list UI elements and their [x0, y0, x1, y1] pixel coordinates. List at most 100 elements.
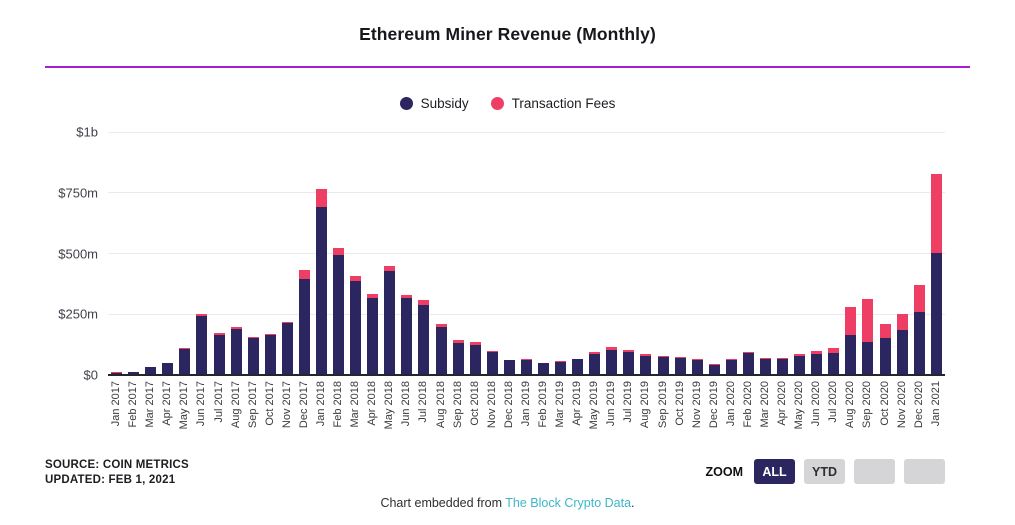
bar-jul-2017[interactable]	[210, 132, 227, 375]
bar-aug-2019[interactable]	[637, 132, 654, 375]
zoom-controls: ZOOM ALL YTD	[706, 459, 945, 484]
x-axis-tick: Jul 2019	[620, 381, 637, 453]
x-axis-tick: Jan 2021	[928, 381, 945, 453]
legend-item-fees[interactable]: Transaction Fees	[490, 96, 615, 111]
bar-feb-2018[interactable]	[330, 132, 347, 375]
bar-nov-2017[interactable]	[279, 132, 296, 375]
x-axis-tick-label: Jan 2021	[929, 381, 942, 427]
bar-jan-2019[interactable]	[518, 132, 535, 375]
bar-aug-2018[interactable]	[432, 132, 449, 375]
bar-jun-2020[interactable]	[808, 132, 825, 375]
bar-dec-2019[interactable]	[706, 132, 723, 375]
bar-feb-2020[interactable]	[740, 132, 757, 375]
fees-segment	[196, 314, 208, 316]
subsidy-segment	[469, 344, 481, 375]
bar-oct-2019[interactable]	[672, 132, 689, 375]
bar-oct-2018[interactable]	[467, 132, 484, 375]
legend-item-subsidy[interactable]: Subsidy	[399, 96, 469, 111]
fees-segment	[384, 265, 396, 272]
fees-segment	[896, 313, 908, 330]
fees-segment	[264, 333, 276, 335]
subsidy-segment	[230, 328, 242, 375]
bar-nov-2019[interactable]	[689, 132, 706, 375]
bar-jul-2019[interactable]	[620, 132, 637, 375]
x-axis-tick: Jul 2017	[210, 381, 227, 453]
bar-apr-2019[interactable]	[569, 132, 586, 375]
bar-nov-2018[interactable]	[484, 132, 501, 375]
bar-dec-2018[interactable]	[501, 132, 518, 375]
bar-jun-2019[interactable]	[603, 132, 620, 375]
subsidy-segment	[742, 353, 754, 375]
bar-feb-2017[interactable]	[125, 132, 142, 375]
x-axis-tick: Aug 2020	[842, 381, 859, 453]
subsidy-segment	[794, 356, 806, 375]
bar-mar-2019[interactable]	[552, 132, 569, 375]
bar-may-2020[interactable]	[791, 132, 808, 375]
bar-may-2017[interactable]	[176, 132, 193, 375]
bar-sep-2019[interactable]	[655, 132, 672, 375]
bar-dec-2020[interactable]	[911, 132, 928, 375]
subsidy-segment	[350, 281, 362, 375]
bar-aug-2017[interactable]	[228, 132, 245, 375]
bar-mar-2018[interactable]	[347, 132, 364, 375]
bar-sep-2018[interactable]	[450, 132, 467, 375]
subsidy-segment	[555, 362, 567, 375]
x-axis-tick-label: Dec 2020	[912, 381, 925, 429]
x-axis-labels: Jan 2017 Feb 2017 Mar 2017 Apr 2017 May 2017…	[108, 381, 945, 453]
bar-stack	[879, 323, 891, 375]
bar-feb-2019[interactable]	[535, 132, 552, 375]
fees-segment	[845, 306, 857, 335]
bar-nov-2020[interactable]	[894, 132, 911, 375]
subsidy-segment	[401, 298, 413, 375]
fees-segment	[930, 173, 942, 254]
bar-jul-2020[interactable]	[825, 132, 842, 375]
x-axis-tick-label: Nov 2020	[895, 381, 908, 429]
bar-jan-2020[interactable]	[723, 132, 740, 375]
bar-mar-2017[interactable]	[142, 132, 159, 375]
x-axis-tick: Apr 2018	[364, 381, 381, 453]
zoom-button-all[interactable]: ALL	[754, 459, 795, 484]
subsidy-segment	[486, 351, 498, 375]
subsidy-segment	[845, 334, 857, 375]
x-axis-tick-label: May 2017	[178, 381, 191, 430]
zoom-button-blank-2[interactable]	[854, 459, 895, 484]
bar-sep-2020[interactable]	[859, 132, 876, 375]
y-axis-tick-label: $0	[83, 367, 98, 383]
bar-jun-2017[interactable]	[193, 132, 210, 375]
x-axis-tick: Oct 2020	[877, 381, 894, 453]
bar-apr-2020[interactable]	[774, 132, 791, 375]
bar-jan-2017[interactable]	[108, 132, 125, 375]
bar-stack	[435, 323, 447, 375]
bar-apr-2018[interactable]	[364, 132, 381, 375]
bar-dec-2017[interactable]	[296, 132, 313, 375]
bar-stack	[811, 350, 823, 375]
bar-jan-2021[interactable]	[928, 132, 945, 375]
footer-link[interactable]: The Block Crypto Data	[505, 496, 632, 510]
bar-oct-2020[interactable]	[877, 132, 894, 375]
zoom-button-blank-3[interactable]	[904, 459, 945, 484]
bar-mar-2020[interactable]	[757, 132, 774, 375]
bar-apr-2017[interactable]	[159, 132, 176, 375]
bar-may-2019[interactable]	[586, 132, 603, 375]
bar-may-2018[interactable]	[381, 132, 398, 375]
x-axis-tick: May 2020	[791, 381, 808, 453]
bar-stack	[333, 247, 345, 375]
x-axis-tick-label: Sep 2018	[451, 381, 464, 429]
subsidy-segment	[606, 349, 618, 375]
bar-aug-2020[interactable]	[842, 132, 859, 375]
x-axis-tick: Jan 2020	[723, 381, 740, 453]
bar-stack	[384, 265, 396, 375]
bar-oct-2017[interactable]	[262, 132, 279, 375]
bar-sep-2017[interactable]	[245, 132, 262, 375]
bar-stack	[691, 359, 703, 375]
bar-jun-2018[interactable]	[398, 132, 415, 375]
bar-stack	[469, 342, 481, 375]
subsidy-segment	[503, 360, 515, 375]
subsidy-segment	[333, 255, 345, 375]
x-axis-tick-label: Mar 2017	[144, 381, 157, 428]
bar-stack	[315, 189, 327, 375]
zoom-button-ytd[interactable]: YTD	[804, 459, 845, 484]
bar-jul-2018[interactable]	[415, 132, 432, 375]
subsidy-segment	[367, 297, 379, 375]
bar-jan-2018[interactable]	[313, 132, 330, 375]
